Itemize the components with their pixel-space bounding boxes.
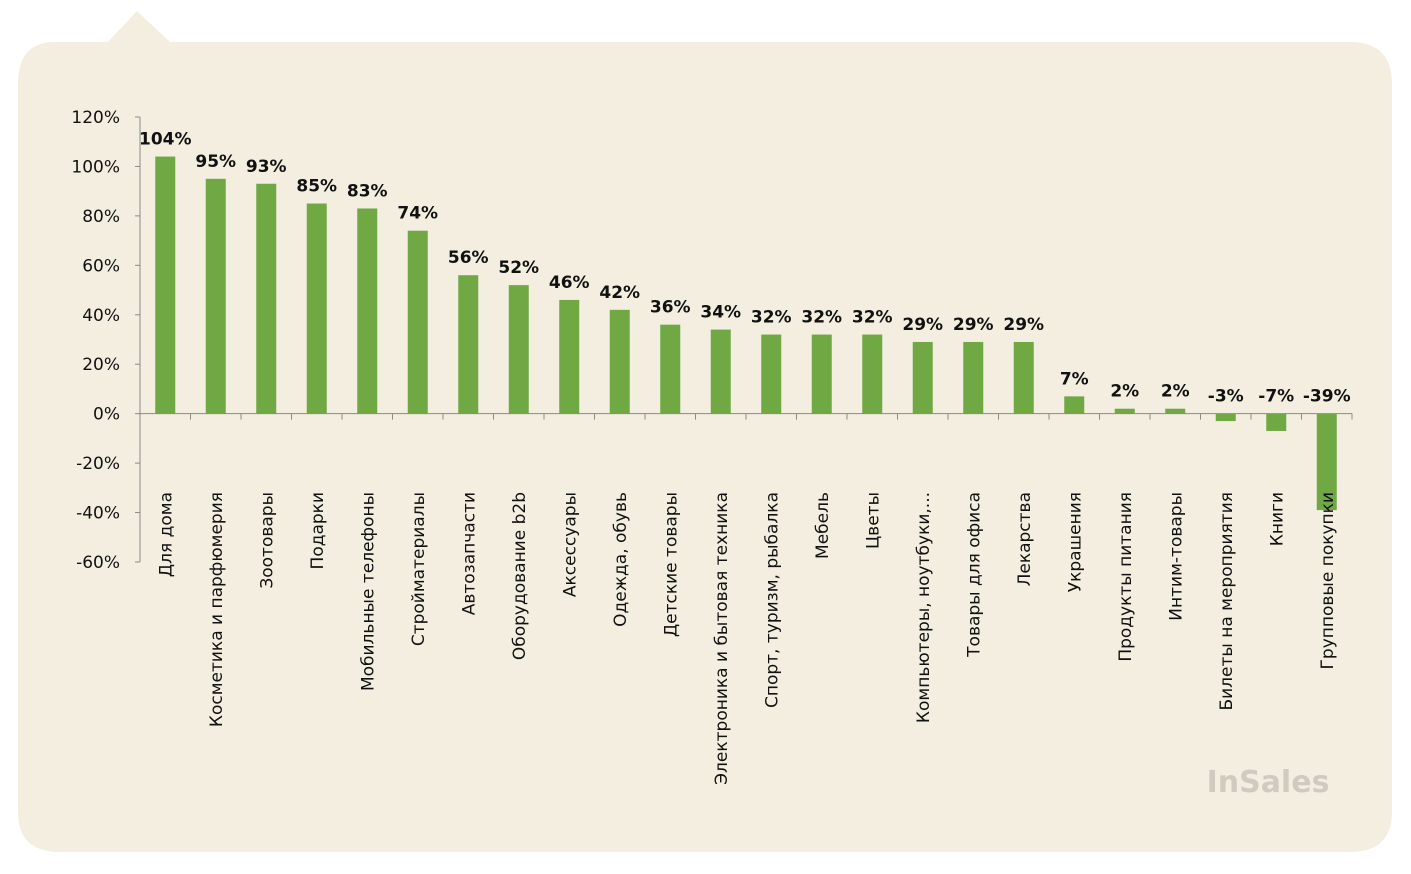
data-label: 36% — [650, 298, 691, 318]
bar — [1215, 413, 1236, 422]
data-label: 29% — [1003, 315, 1044, 335]
y-tick-label: 100% — [71, 157, 120, 177]
bar — [811, 334, 832, 414]
category-label: Электроника и бытовая техника — [712, 492, 732, 785]
bar — [559, 299, 580, 414]
category-label: Оборудование b2b — [510, 492, 530, 660]
category-label: Цветы — [863, 492, 883, 549]
data-label: 32% — [801, 308, 842, 328]
category-label: Компьютеры, ноутбуки,... — [914, 492, 934, 723]
data-label: -39% — [1303, 387, 1351, 407]
insales-logo: InSales — [1207, 765, 1330, 800]
data-label: 52% — [498, 258, 539, 278]
data-label: 42% — [599, 283, 640, 303]
category-label: Билеты на мероприятия — [1217, 492, 1237, 711]
data-label: 7% — [1060, 369, 1089, 389]
y-tick-label: 40% — [82, 306, 120, 326]
data-label: 85% — [296, 177, 337, 197]
data-label: 2% — [1161, 382, 1190, 402]
y-tick-label: -40% — [76, 504, 120, 524]
data-label: 2% — [1110, 382, 1139, 402]
bar — [862, 334, 883, 414]
y-tick-label: 0% — [93, 405, 120, 425]
category-label: Зоотовары — [257, 492, 277, 589]
axes: 120% 100% 80% 60% 40% 20% 0% -20% -40% -60% — [71, 108, 1353, 573]
y-tick-label: -60% — [76, 553, 120, 573]
data-label: 29% — [953, 315, 994, 335]
y-tick-label: 120% — [71, 108, 120, 128]
data-label: 95% — [195, 152, 236, 172]
category-label: Товары для офиса — [964, 492, 984, 658]
category-label: Книги — [1267, 492, 1287, 546]
data-label: 104% — [139, 130, 192, 150]
data-label: -3% — [1208, 387, 1244, 407]
bar — [1165, 408, 1186, 414]
bar — [609, 309, 630, 414]
category-label: Для дома — [156, 492, 176, 577]
data-label: 32% — [751, 308, 792, 328]
bar — [710, 329, 731, 414]
data-label: -7% — [1258, 387, 1294, 407]
data-label: 46% — [549, 273, 590, 293]
bar — [1013, 341, 1034, 414]
bar — [508, 285, 529, 414]
bar — [205, 178, 226, 414]
category-label: Мобильные телефоны — [358, 492, 378, 691]
bar — [458, 275, 479, 414]
data-label: 74% — [397, 204, 438, 224]
category-label: Лекарства — [1015, 492, 1035, 586]
category-label: Аксессуары — [560, 492, 580, 597]
bar — [912, 341, 933, 414]
bar — [963, 341, 984, 414]
data-label: 83% — [347, 181, 388, 201]
category-label: Групповые покупки — [1318, 492, 1338, 669]
category-label: Украшения — [1065, 492, 1085, 592]
bar — [306, 203, 327, 414]
bar — [1114, 408, 1135, 414]
category-label: Мебель — [813, 492, 833, 559]
data-label: 29% — [902, 315, 943, 335]
bar — [660, 324, 681, 414]
data-labels: 104%95% 93% 85% 83% 74% 56% 52% 46% 42% 36% 34% 32%… — [139, 130, 1351, 407]
category-label: Продукты питания — [1116, 492, 1136, 662]
y-tick-label: 60% — [82, 256, 120, 276]
bar — [1064, 396, 1085, 414]
y-tick-label: 20% — [82, 355, 120, 375]
bar — [407, 230, 428, 414]
bar — [761, 334, 782, 414]
category-label: Автозапчасти — [459, 492, 479, 615]
y-tick-label: 80% — [82, 207, 120, 227]
category-label: Стройматериалы — [409, 492, 429, 646]
data-label: 93% — [246, 157, 287, 177]
bar — [155, 156, 176, 414]
category-label: Спорт, туризм, рыбалка — [762, 492, 782, 708]
data-label: 34% — [700, 303, 741, 323]
bar — [256, 183, 277, 414]
category-label: Детские товары — [661, 492, 681, 637]
category-label: Одежда, обувь — [611, 492, 631, 627]
data-label: 56% — [448, 248, 489, 268]
data-label: 32% — [852, 308, 893, 328]
bars — [155, 156, 1337, 511]
y-tick-label: -20% — [76, 454, 120, 474]
category-label: Интим-товары — [1166, 492, 1186, 621]
bar — [1316, 413, 1337, 511]
category-label: Косметика и парфюмерия — [207, 492, 227, 727]
category-labels: Для дома Косметика и парфюмерия Зоотовары П… — [156, 492, 1338, 785]
bar — [1266, 413, 1287, 431]
category-label: Подарки — [308, 492, 328, 569]
bar — [357, 208, 378, 414]
